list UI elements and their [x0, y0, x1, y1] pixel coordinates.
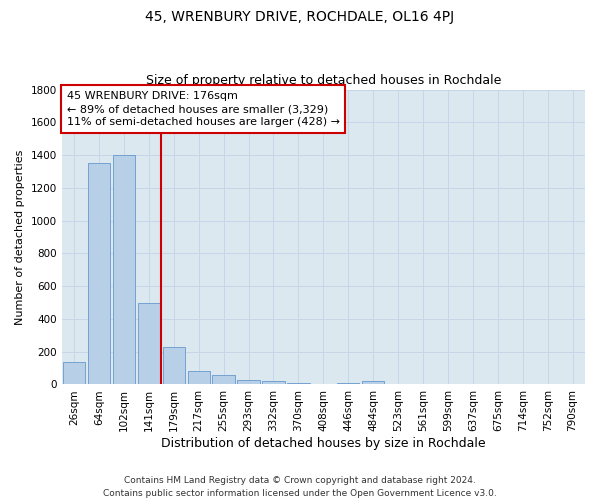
Bar: [238, 380, 260, 384]
Bar: [262, 381, 285, 384]
Bar: [113, 155, 135, 384]
Bar: [362, 381, 385, 384]
Bar: [137, 302, 160, 384]
Bar: [212, 376, 235, 384]
Title: Size of property relative to detached houses in Rochdale: Size of property relative to detached ho…: [146, 74, 501, 87]
Text: 45, WRENBURY DRIVE, ROCHDALE, OL16 4PJ: 45, WRENBURY DRIVE, ROCHDALE, OL16 4PJ: [145, 10, 455, 24]
Bar: [63, 362, 85, 384]
Bar: [188, 370, 210, 384]
Bar: [88, 164, 110, 384]
Y-axis label: Number of detached properties: Number of detached properties: [15, 150, 25, 324]
Bar: [337, 383, 359, 384]
X-axis label: Distribution of detached houses by size in Rochdale: Distribution of detached houses by size …: [161, 437, 485, 450]
Bar: [163, 347, 185, 385]
Bar: [287, 383, 310, 384]
Text: 45 WRENBURY DRIVE: 176sqm
← 89% of detached houses are smaller (3,329)
11% of se: 45 WRENBURY DRIVE: 176sqm ← 89% of detac…: [67, 91, 340, 128]
Text: Contains HM Land Registry data © Crown copyright and database right 2024.
Contai: Contains HM Land Registry data © Crown c…: [103, 476, 497, 498]
